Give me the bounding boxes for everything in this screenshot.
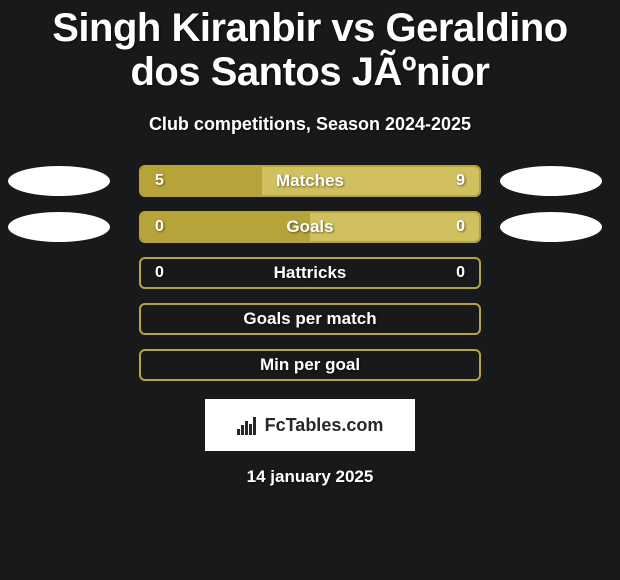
stat-right-value: 0 <box>456 264 465 282</box>
stat-right-value: 0 <box>456 218 465 236</box>
stat-left-value: 0 <box>155 218 164 236</box>
stat-row: 0 0 Hattricks <box>0 257 620 289</box>
comparison-infographic: Singh Kiranbir vs Geraldino dos Santos J… <box>0 0 620 580</box>
source-badge: FcTables.com <box>205 399 415 451</box>
stat-left-value: 0 <box>155 264 164 282</box>
subtitle: Club competitions, Season 2024-2025 <box>149 114 471 135</box>
stat-row: Goals per match <box>0 303 620 335</box>
player-right-indicator <box>500 212 602 242</box>
stat-bar: 0 0 Goals <box>139 211 481 243</box>
stat-label: Min per goal <box>260 355 360 375</box>
player-left-indicator <box>8 212 110 242</box>
date-text: 14 january 2025 <box>247 467 374 487</box>
stat-bar: Goals per match <box>139 303 481 335</box>
bar-left-fill <box>141 213 310 241</box>
stat-label: Matches <box>276 171 344 191</box>
stat-label: Goals <box>286 217 333 237</box>
player-left-indicator <box>8 166 110 196</box>
bar-right-fill <box>310 213 479 241</box>
stat-rows: 5 9 Matches 0 0 Goals 0 0 Hattricks Goals per mat… <box>0 165 620 381</box>
stat-bar: 5 9 Matches <box>139 165 481 197</box>
stat-label: Hattricks <box>274 263 347 283</box>
stat-left-value: 5 <box>155 172 164 190</box>
chart-icon <box>237 415 259 435</box>
player-right-indicator <box>500 166 602 196</box>
source-badge-text: FcTables.com <box>265 415 384 436</box>
stat-row: 5 9 Matches <box>0 165 620 197</box>
stat-bar: 0 0 Hattricks <box>139 257 481 289</box>
page-title: Singh Kiranbir vs Geraldino dos Santos J… <box>0 6 620 94</box>
stat-row: Min per goal <box>0 349 620 381</box>
stat-bar: Min per goal <box>139 349 481 381</box>
stat-row: 0 0 Goals <box>0 211 620 243</box>
stat-label: Goals per match <box>243 309 376 329</box>
stat-right-value: 9 <box>456 172 465 190</box>
